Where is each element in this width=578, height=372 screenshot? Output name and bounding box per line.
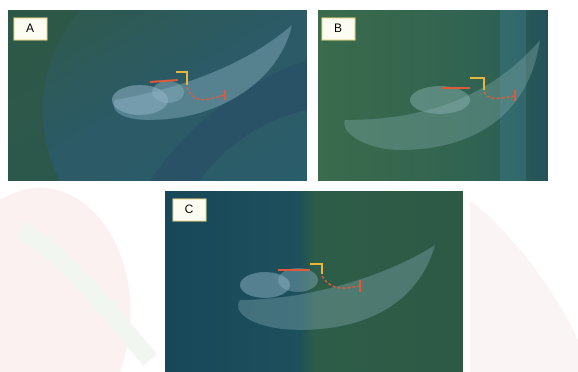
figure: A B C <box>0 0 578 372</box>
panel-label: C <box>185 202 194 216</box>
panel-label: A <box>26 21 34 35</box>
panel-b: B <box>318 10 548 181</box>
panel-a: A <box>8 10 307 181</box>
panel-c: C <box>165 191 463 372</box>
panel-label: B <box>334 21 342 35</box>
